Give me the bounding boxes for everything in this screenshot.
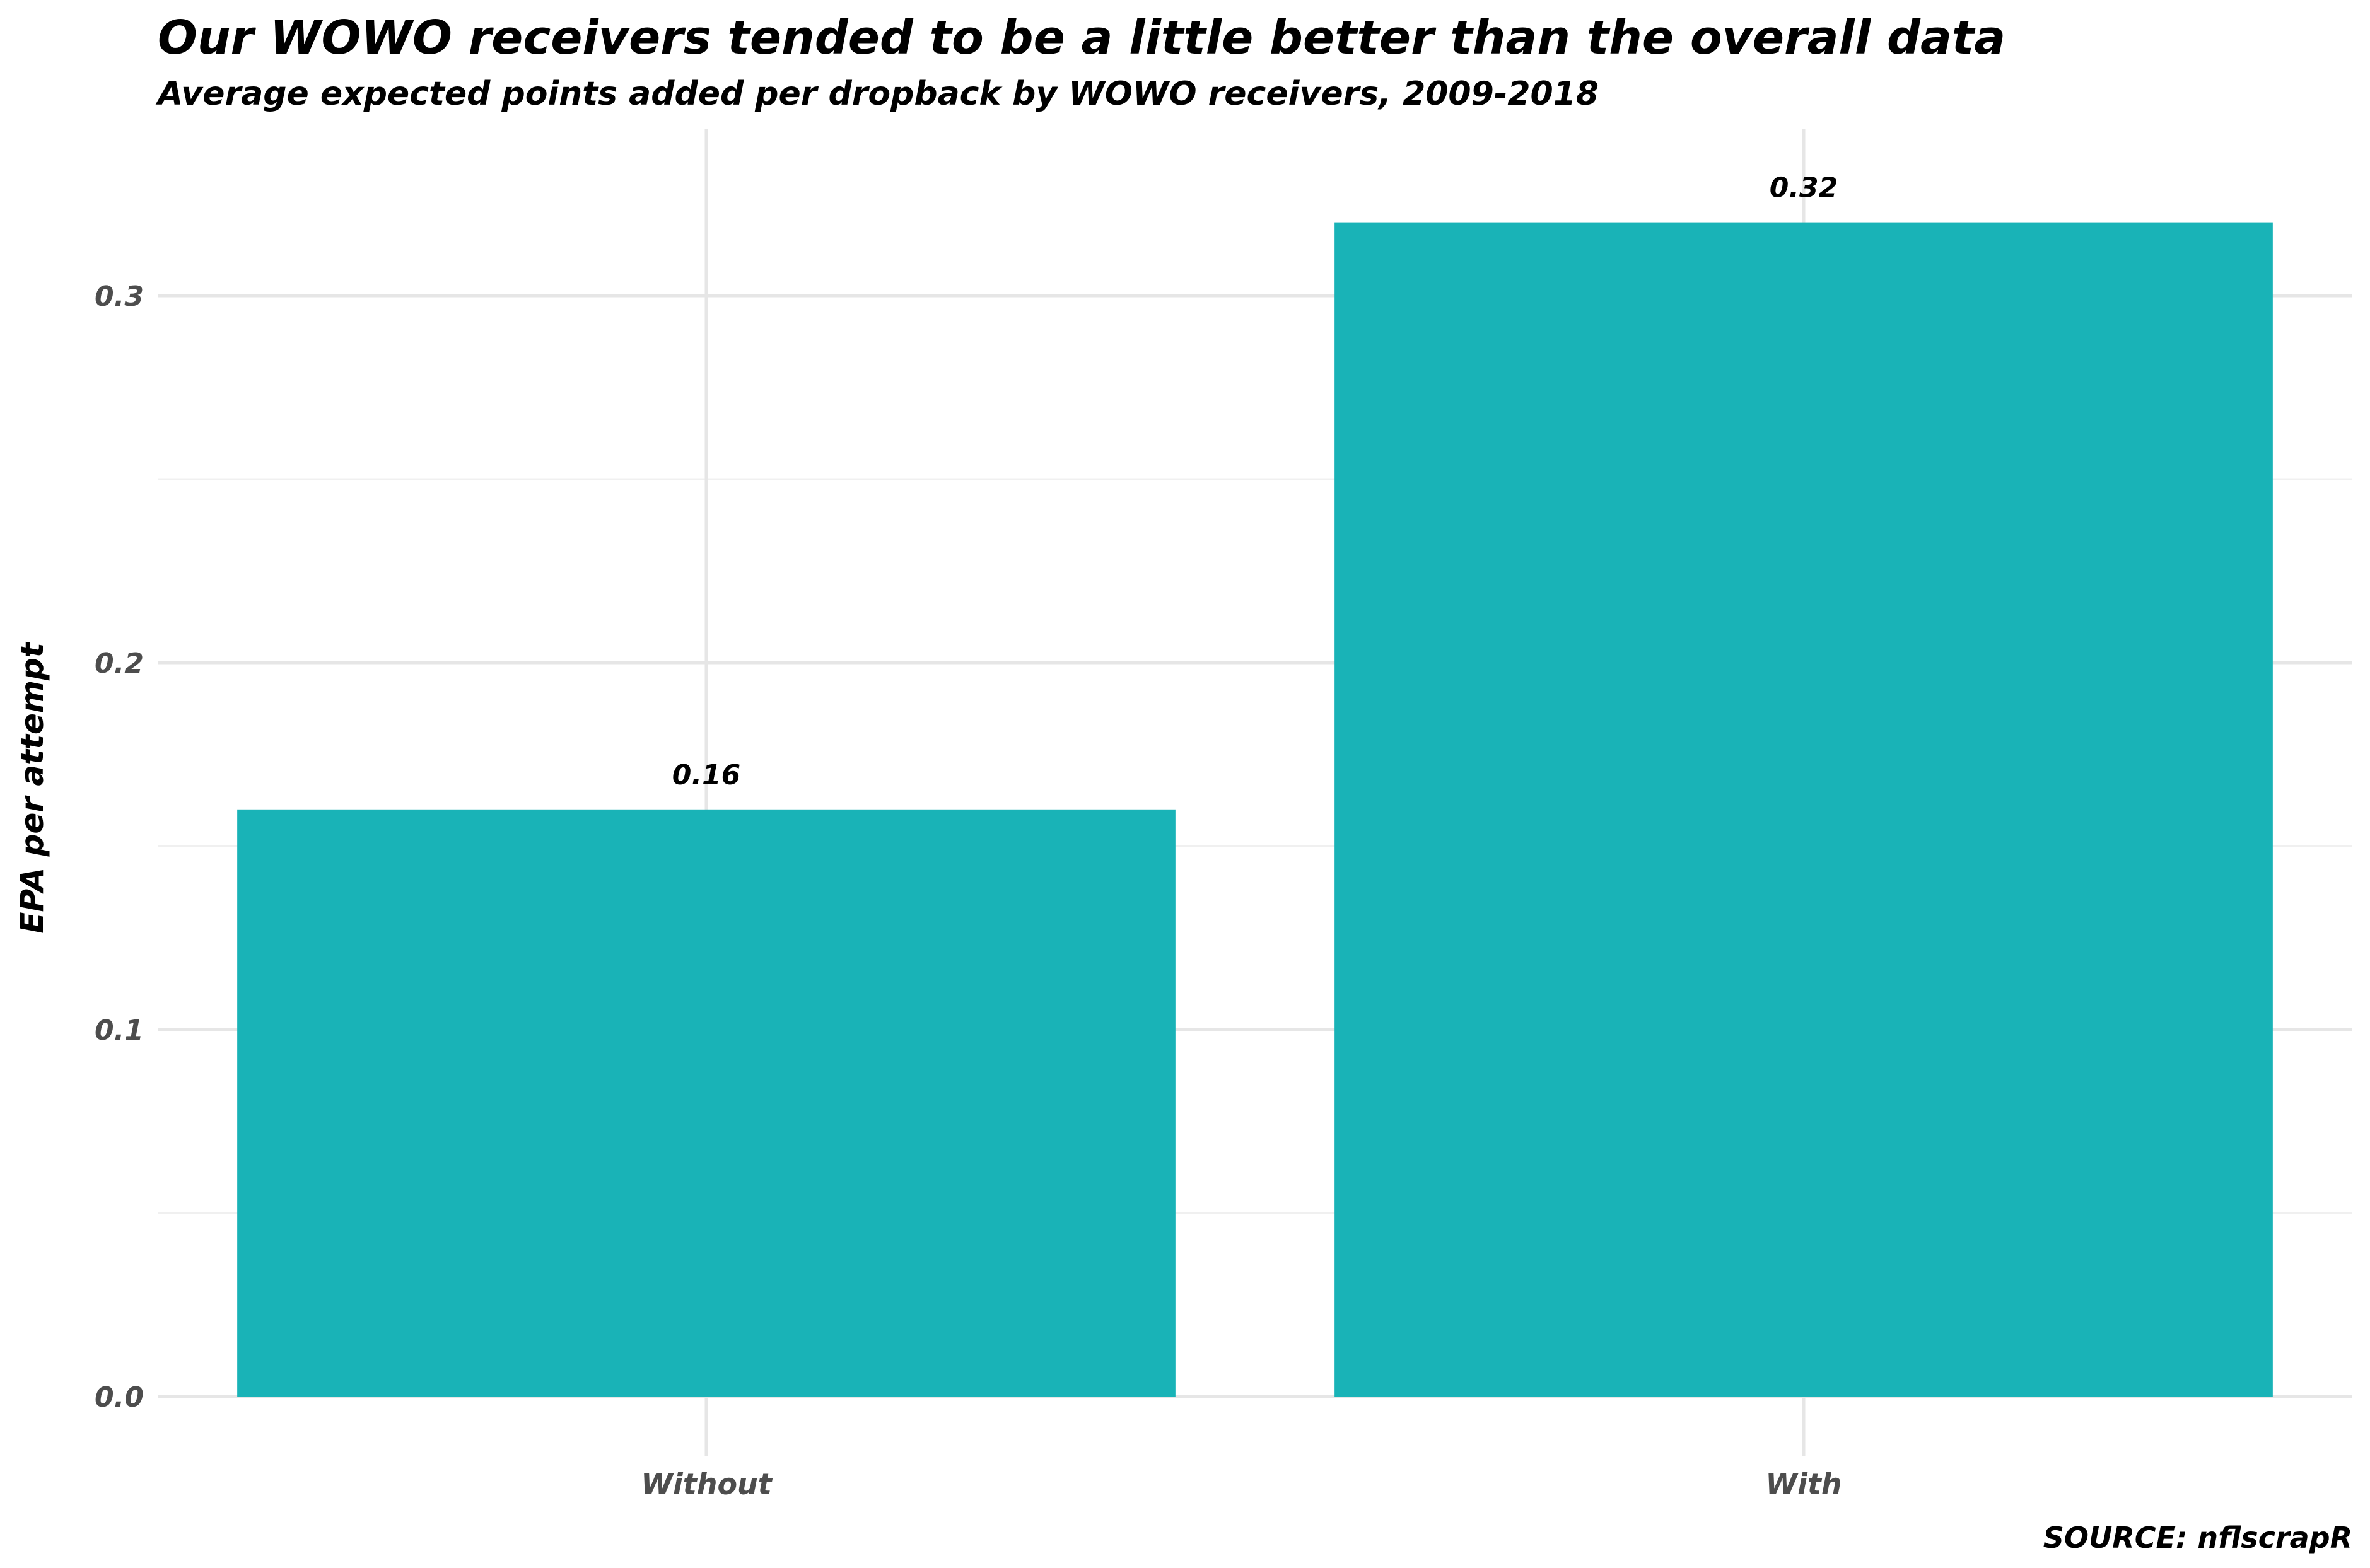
x-tick-label: Without (641, 1467, 773, 1501)
data-label: 0.32 (1770, 172, 1838, 204)
chart-title: Our WOWO receivers tended to be a little… (158, 11, 2005, 65)
y-tick-label: 0.2 (95, 648, 144, 680)
y-tick-label: 0.1 (95, 1014, 144, 1047)
bars (237, 222, 2273, 1397)
data-labels: 0.16 0.32 (672, 172, 1838, 791)
bar-without (237, 809, 1176, 1397)
x-tick-label: With (1765, 1467, 1842, 1501)
chart-caption: SOURCE: nflscrapR (2043, 1521, 2352, 1555)
chart-subtitle: Average expected points added per dropba… (155, 75, 1599, 113)
x-axis-ticks: Without With (641, 1467, 1842, 1501)
y-tick-label: 0.3 (95, 281, 144, 313)
bar-with (1334, 222, 2273, 1397)
y-axis-title: EPA per attempt (14, 641, 50, 933)
data-label: 0.16 (672, 759, 741, 791)
y-axis-ticks: 0.0 0.1 0.2 0.3 (95, 281, 144, 1414)
y-tick-label: 0.0 (95, 1381, 144, 1414)
